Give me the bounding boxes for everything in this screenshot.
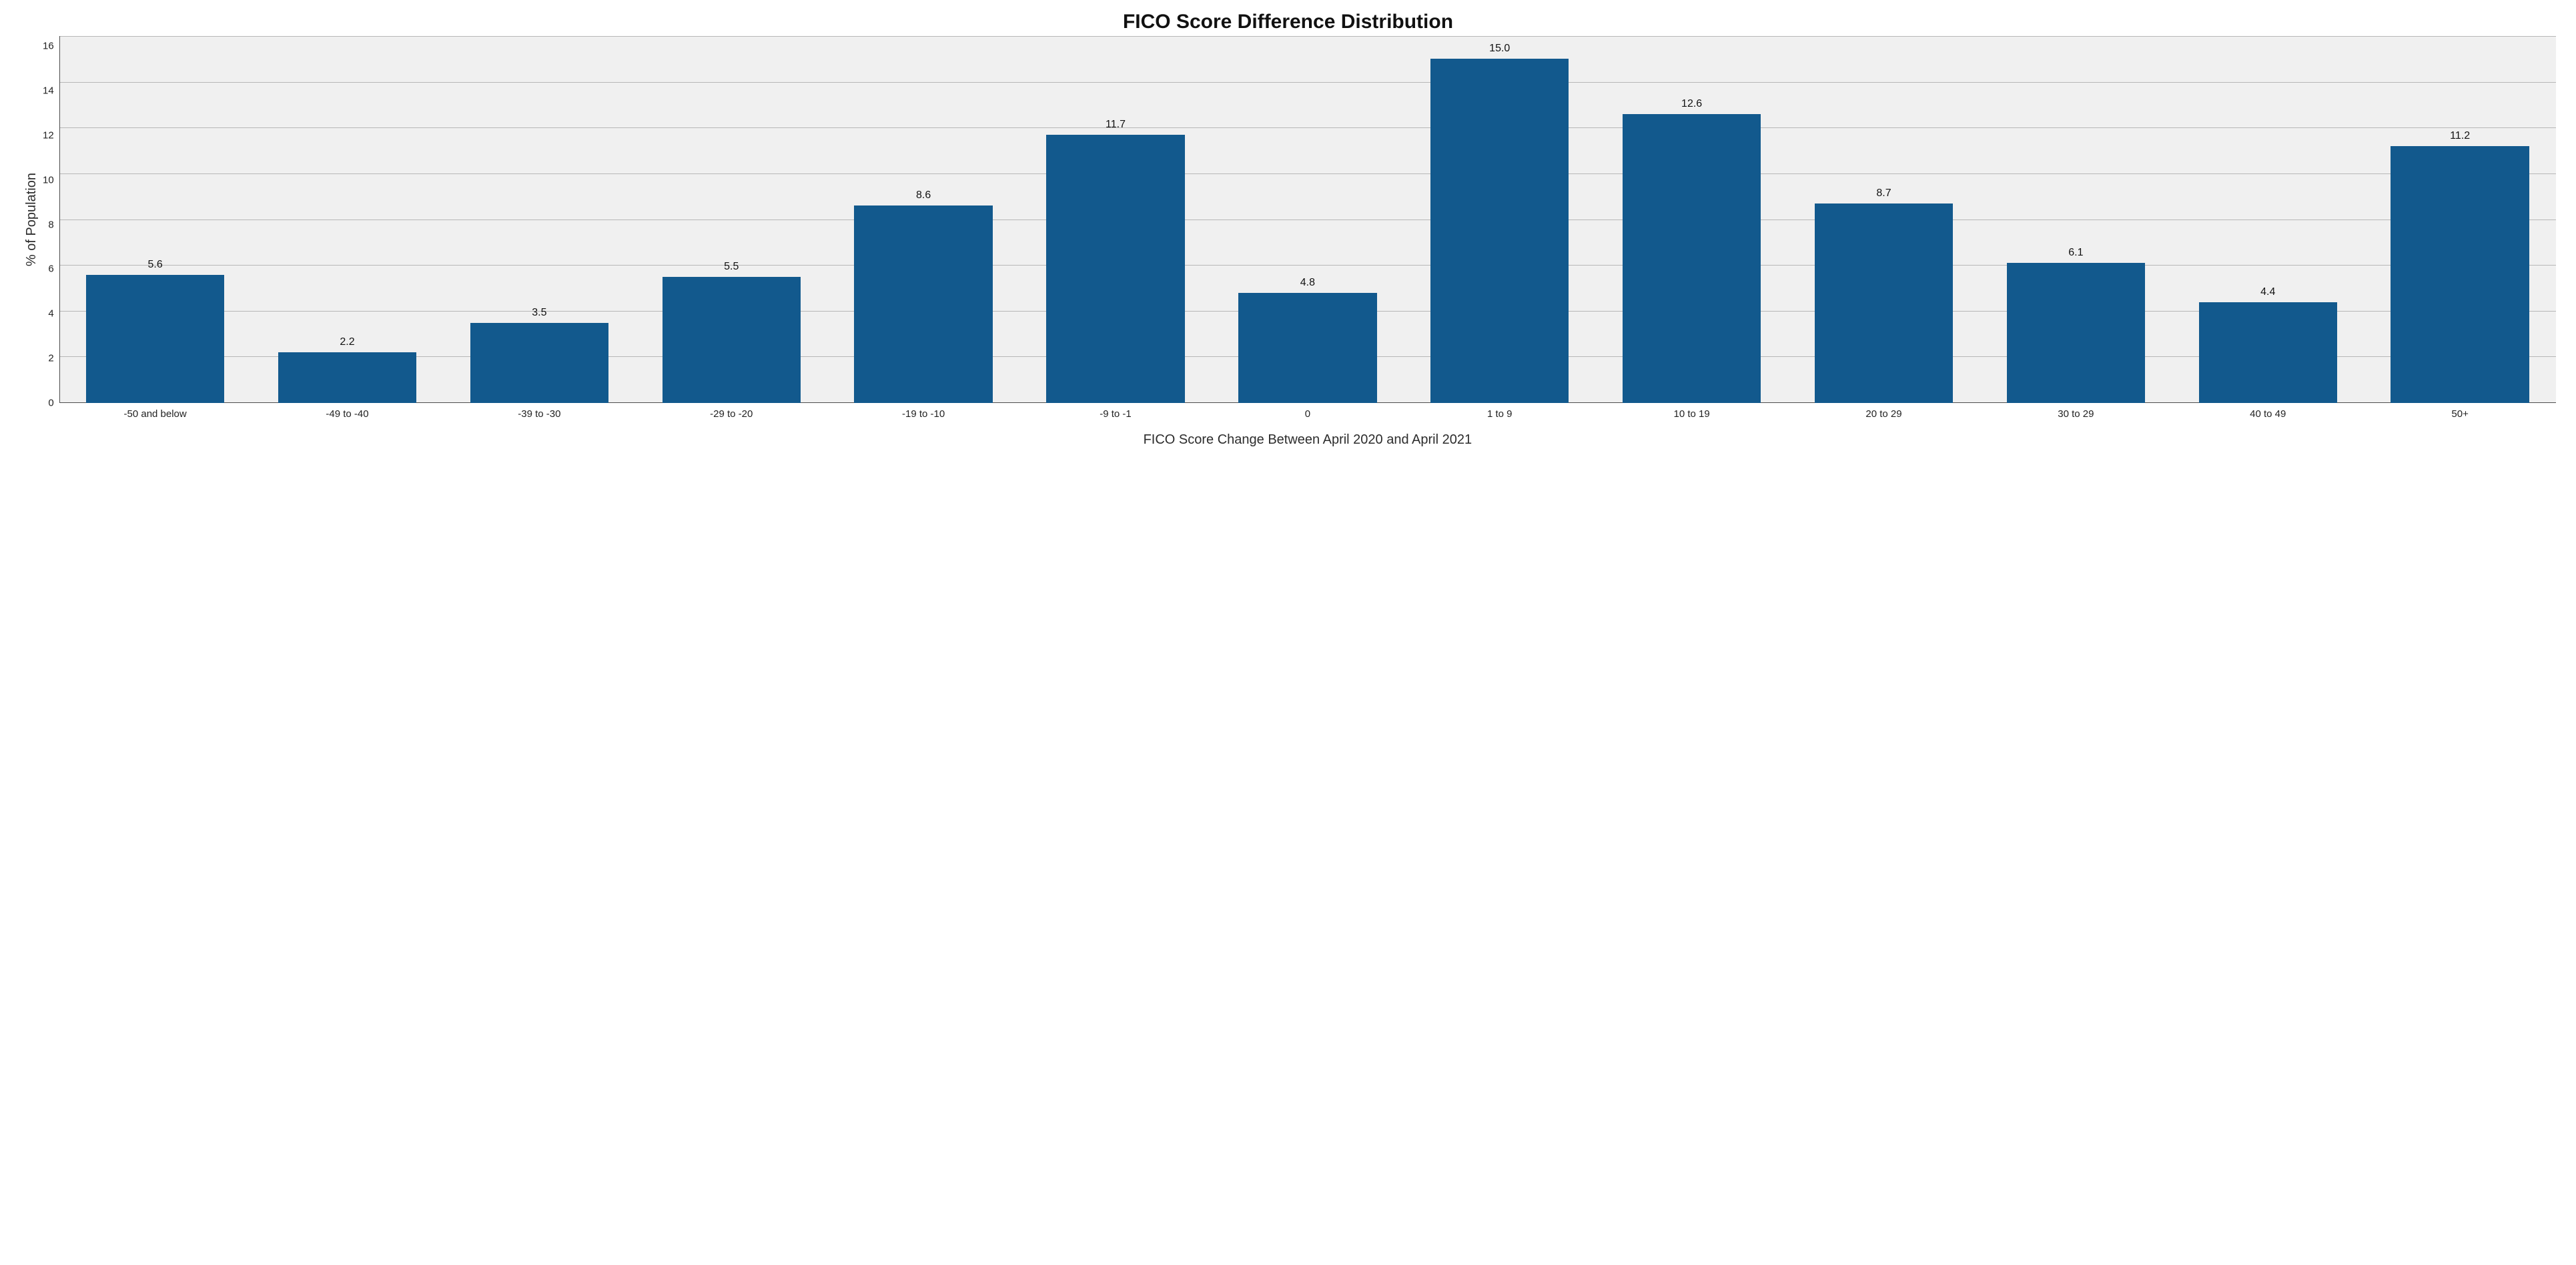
y-tick-label: 10 (43, 175, 54, 185)
x-tick-label: 50+ (2364, 403, 2556, 420)
y-tick-label: 2 (48, 354, 53, 364)
bar-value-label: 11.2 (2450, 130, 2470, 142)
y-axis-label: % of Population (24, 173, 39, 266)
bar: 12.6 (1623, 114, 1761, 403)
bar-cell: 15.0 (1404, 36, 1596, 403)
bar-value-label: 15.0 (1489, 43, 1510, 55)
x-axis-ticks: -50 and below-49 to -40-39 to -30-29 to … (59, 403, 2556, 420)
bar-cell: 4.8 (1212, 36, 1404, 403)
bar-value-label: 6.1 (2068, 247, 2083, 259)
bar: 8.7 (1815, 203, 1953, 403)
y-tick-label: 0 (48, 398, 53, 408)
bar-cell: 5.6 (59, 36, 252, 403)
y-tick-label: 8 (48, 220, 53, 230)
bar: 4.8 (1238, 293, 1376, 403)
plot-area: 5.6 2.2 3.5 5.5 8.6 11.7 4.8 15.0 12.6 8.7 6.1 4.4 1… (59, 36, 2556, 403)
x-tick-label: 40 to 49 (2172, 403, 2364, 420)
x-tick-label: -39 to -30 (443, 403, 635, 420)
bar-value-label: 8.7 (1876, 187, 1891, 199)
bar: 8.6 (854, 205, 992, 403)
bar-value-label: 4.4 (2260, 286, 2275, 298)
bar-cell: 11.2 (2364, 36, 2556, 403)
bar: 2.2 (278, 352, 416, 403)
bar-cell: 3.5 (443, 36, 635, 403)
bar-cell: 6.1 (1980, 36, 2172, 403)
bar: 3.5 (470, 323, 608, 403)
y-tick-label: 4 (48, 309, 53, 319)
x-tick-label: 10 to 19 (1596, 403, 1788, 420)
bar-cell: 12.6 (1596, 36, 1788, 403)
plot-column: 5.6 2.2 3.5 5.5 8.6 11.7 4.8 15.0 12.6 8.7 6.1 4.4 1… (59, 36, 2556, 448)
x-tick-label: -49 to -40 (252, 403, 444, 420)
x-tick-label: 30 to 29 (1980, 403, 2172, 420)
y-axis-label-column: % of Population (20, 36, 43, 403)
bar-cell: 5.5 (635, 36, 827, 403)
y-tick-label: 16 (43, 41, 54, 51)
bar-value-label: 11.7 (1106, 119, 1126, 131)
y-tick-label: 14 (43, 85, 54, 95)
bar-cell: 8.6 (827, 36, 1019, 403)
bar-cell: 2.2 (252, 36, 444, 403)
bar-value-label: 12.6 (1681, 98, 1702, 110)
bar-cell: 8.7 (1788, 36, 1980, 403)
y-tick-label: 6 (48, 264, 53, 274)
chart-title: FICO Score Difference Distribution (20, 11, 2556, 33)
bar-value-label: 5.5 (724, 261, 739, 273)
bar: 5.6 (86, 275, 224, 404)
bar-cell: 11.7 (1019, 36, 1212, 403)
bar-value-label: 3.5 (532, 307, 546, 319)
bar: 5.5 (663, 277, 801, 403)
x-tick-label: 1 to 9 (1404, 403, 1596, 420)
bar: 11.2 (2391, 146, 2529, 403)
x-tick-label: -19 to -10 (827, 403, 1019, 420)
x-tick-label: 0 (1212, 403, 1404, 420)
bar-value-label: 4.8 (1300, 277, 1315, 289)
bar-value-label: 2.2 (340, 336, 354, 348)
bar: 11.7 (1046, 135, 1184, 403)
bar-cell: 4.4 (2172, 36, 2364, 403)
y-tick-label: 12 (43, 130, 54, 140)
bar: 15.0 (1430, 59, 1569, 403)
x-tick-label: 20 to 29 (1788, 403, 1980, 420)
bar-value-label: 8.6 (916, 189, 931, 201)
bar-value-label: 5.6 (147, 259, 162, 271)
chart-body: % of Population 1614121086420 5.62.23.55… (20, 36, 2556, 448)
x-tick-label: -9 to -1 (1019, 403, 1212, 420)
y-axis-ticks: 1614121086420 (43, 36, 59, 403)
x-axis-label: FICO Score Change Between April 2020 and… (59, 432, 2556, 448)
x-tick-label: -50 and below (59, 403, 252, 420)
x-tick-label: -29 to -20 (635, 403, 827, 420)
bar: 4.4 (2199, 302, 2337, 403)
bar: 6.1 (2007, 263, 2145, 403)
chart-container: FICO Score Difference Distribution % of … (0, 0, 2576, 461)
